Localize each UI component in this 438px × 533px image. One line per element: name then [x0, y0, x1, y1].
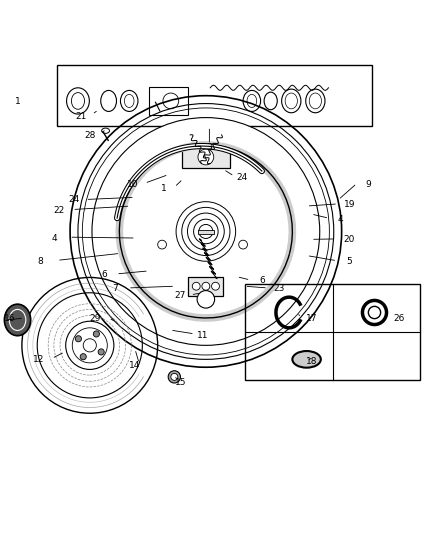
Text: 12: 12 [33, 355, 44, 364]
Text: 5: 5 [346, 257, 353, 266]
Text: 29: 29 [90, 314, 101, 322]
Bar [188, 277, 223, 296]
Text: 15: 15 [175, 378, 186, 387]
Text: 22: 22 [53, 206, 65, 215]
Text: 1: 1 [161, 184, 167, 193]
Circle shape [158, 240, 166, 249]
Bar [198, 230, 214, 233]
Text: 20: 20 [344, 235, 355, 244]
Ellipse shape [264, 92, 277, 110]
Circle shape [239, 240, 247, 249]
Circle shape [80, 354, 86, 360]
Text: 24: 24 [237, 173, 248, 182]
Circle shape [212, 282, 219, 290]
Ellipse shape [120, 91, 138, 111]
Bar [245, 284, 420, 381]
Circle shape [66, 321, 114, 369]
Text: 11: 11 [197, 331, 208, 340]
Text: 7: 7 [112, 284, 118, 293]
Ellipse shape [67, 88, 89, 114]
Text: 6: 6 [259, 276, 265, 285]
Circle shape [75, 336, 81, 342]
Text: 1: 1 [14, 97, 21, 106]
Text: 17: 17 [306, 314, 318, 322]
Text: 10: 10 [127, 180, 138, 189]
Ellipse shape [101, 91, 117, 111]
Ellipse shape [306, 89, 325, 113]
Text: 4: 4 [338, 215, 343, 224]
Ellipse shape [171, 374, 178, 381]
Text: 8: 8 [37, 257, 43, 266]
Circle shape [192, 282, 200, 290]
Text: 23: 23 [274, 284, 285, 293]
Ellipse shape [4, 304, 31, 336]
Ellipse shape [9, 310, 26, 330]
Text: 6: 6 [101, 270, 107, 279]
Ellipse shape [285, 93, 297, 109]
Text: 4: 4 [52, 233, 57, 243]
Circle shape [98, 349, 104, 355]
Ellipse shape [309, 93, 321, 109]
Text: 28: 28 [84, 131, 95, 140]
Ellipse shape [102, 128, 110, 133]
Circle shape [92, 118, 320, 345]
Ellipse shape [243, 91, 261, 111]
Text: 24: 24 [68, 196, 79, 205]
Bar [182, 146, 230, 168]
Text: 19: 19 [344, 200, 355, 209]
Circle shape [93, 331, 99, 337]
Ellipse shape [247, 94, 257, 108]
Ellipse shape [168, 371, 180, 383]
Ellipse shape [282, 89, 301, 113]
Text: 21: 21 [75, 112, 87, 121]
Ellipse shape [368, 306, 381, 319]
Ellipse shape [292, 351, 321, 368]
Text: 3: 3 [206, 143, 212, 152]
Text: 9: 9 [365, 180, 371, 189]
Circle shape [202, 282, 210, 290]
Bar [57, 65, 372, 126]
Ellipse shape [71, 93, 85, 109]
Bar [149, 87, 188, 115]
Text: 26: 26 [394, 314, 405, 322]
Circle shape [198, 149, 214, 165]
Circle shape [197, 290, 215, 308]
Text: 16: 16 [4, 314, 15, 322]
Circle shape [163, 93, 179, 109]
Text: 27: 27 [175, 292, 186, 301]
Text: 14: 14 [129, 360, 141, 369]
Text: 18: 18 [306, 358, 318, 367]
Ellipse shape [124, 94, 134, 108]
